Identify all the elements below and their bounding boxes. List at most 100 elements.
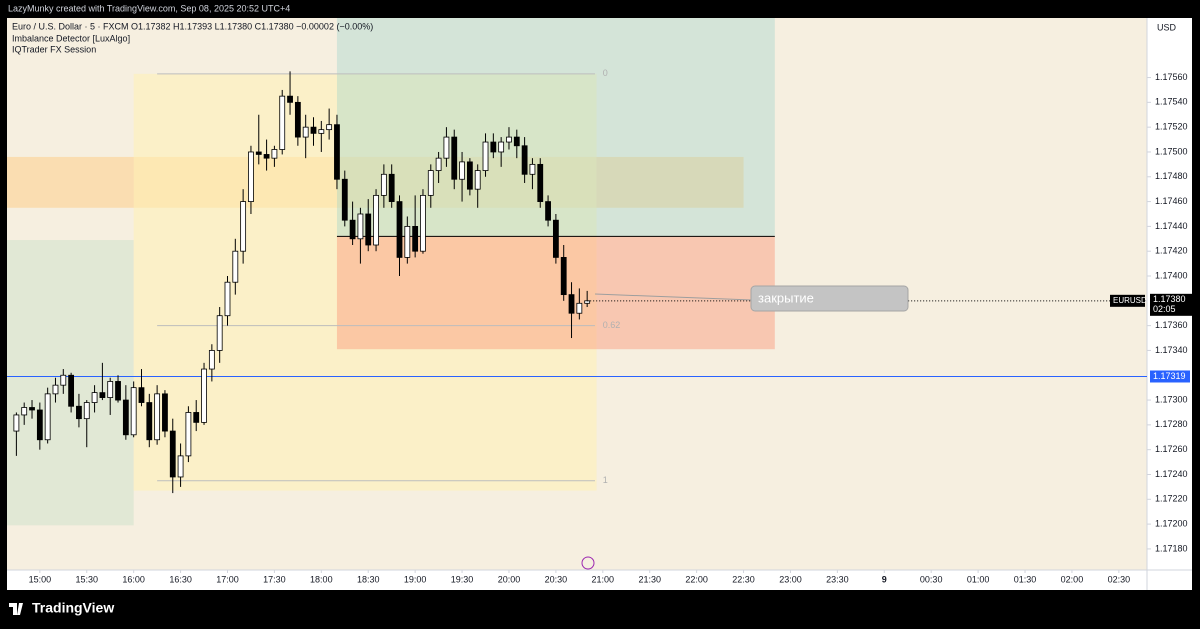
x-tick-label: 23:30 [826, 574, 849, 584]
candle-body [138, 387, 145, 403]
candle-body [388, 173, 395, 202]
x-tick-label: 9 [882, 574, 887, 584]
candle-body [44, 393, 51, 441]
last-price-bg [1150, 293, 1192, 316]
symbol-label-bg [1110, 294, 1145, 307]
candle-body [310, 126, 317, 134]
candle-body [373, 194, 379, 246]
x-tick-label: 16:00 [122, 574, 145, 584]
last-price-label: 1.17380 [1153, 294, 1186, 304]
candle-body [52, 384, 59, 395]
candle-body [537, 163, 544, 202]
x-tick-label: 23:00 [779, 574, 802, 584]
zone [336, 18, 775, 237]
y-tick-label: 1.17420 [1155, 246, 1188, 256]
candle-body [560, 257, 567, 296]
candle-body [552, 219, 559, 258]
candle-body [60, 374, 67, 386]
candle-body [435, 157, 442, 171]
candle-body [466, 161, 473, 190]
candle-body [107, 381, 114, 398]
candle-body [76, 405, 82, 420]
y-tick-label: 1.17520 [1155, 122, 1188, 132]
x-tick-label: 21:00 [592, 574, 615, 584]
candle-body [271, 149, 278, 159]
candle-body [498, 141, 505, 153]
candle-body [459, 161, 465, 180]
x-tick-label: 02:30 [1108, 574, 1131, 584]
candle-body [162, 393, 168, 432]
candle-body [341, 178, 348, 221]
fib-label: 0.62 [603, 320, 621, 330]
candle-body [334, 124, 340, 180]
chart-title: Euro / U.S. Dollar · 5 · FXCM O1.17382 H… [12, 21, 373, 31]
candle-body [185, 412, 192, 457]
candle-body [201, 368, 207, 423]
candle-body [451, 136, 458, 180]
x-tick-label: 01:00 [967, 574, 990, 584]
candle-body [279, 95, 286, 150]
candle-body [380, 173, 387, 196]
brand: TradingView [32, 600, 114, 616]
indicator-name: Imbalance Detector [LuxAlgo] [12, 33, 130, 43]
candle-body [122, 399, 129, 436]
y-tick-label: 1.17400 [1155, 270, 1188, 280]
candle-body [506, 136, 512, 143]
currency: USD [1157, 22, 1177, 32]
candle-body [68, 374, 75, 407]
callout [750, 285, 909, 312]
candle-body [326, 124, 333, 131]
candle-body [216, 315, 223, 351]
candle-body [224, 281, 231, 317]
event-icon[interactable] [581, 556, 595, 570]
candle-body [490, 141, 497, 153]
time-axis [7, 570, 1192, 590]
x-tick-label: 19:00 [404, 574, 427, 584]
y-tick-label: 1.17340 [1155, 345, 1188, 355]
y-tick-label: 1.17360 [1155, 320, 1188, 330]
candle-body [529, 163, 536, 175]
candle-body [154, 393, 161, 441]
candle-body [208, 350, 215, 370]
candle-body [99, 392, 106, 398]
alert-label: 1.17319 [1153, 371, 1186, 381]
x-tick-label: 01:30 [1014, 574, 1037, 584]
candle-body [287, 95, 293, 103]
callout-text: закрытие [758, 290, 814, 305]
candle-body [193, 412, 200, 423]
y-tick-label: 1.17300 [1155, 394, 1188, 404]
y-tick-label: 1.17200 [1155, 518, 1188, 528]
y-tick-label: 1.17280 [1155, 419, 1188, 429]
candle-body [474, 170, 481, 190]
candle-body [412, 225, 419, 252]
candle-body [255, 151, 262, 155]
x-tick-label: 15:00 [29, 574, 52, 584]
candle-body [36, 409, 43, 441]
candle-body [576, 302, 583, 314]
countdown: 02:05 [1153, 304, 1176, 314]
candle-body [396, 201, 403, 258]
x-tick-label: 17:30 [263, 574, 286, 584]
y-tick-label: 1.17440 [1155, 221, 1188, 231]
site-header: LazyMunky created with TradingView.com, … [8, 3, 290, 13]
y-tick-label: 1.17480 [1155, 171, 1188, 181]
candle-body [420, 194, 426, 252]
y-tick-label: 1.17540 [1155, 97, 1188, 107]
x-tick-label: 20:30 [545, 574, 568, 584]
candle-body [568, 294, 575, 314]
x-tick-label: 15:30 [75, 574, 98, 584]
x-tick-label: 18:30 [357, 574, 380, 584]
candle-body [482, 141, 489, 171]
alert-label-bg [1150, 370, 1190, 383]
x-tick-label: 02:00 [1061, 574, 1084, 584]
fib-label: 0 [603, 68, 608, 78]
candle-body [545, 201, 551, 221]
fib-label: 1 [603, 475, 608, 485]
candle-body [427, 170, 434, 196]
candle-body [232, 250, 239, 283]
x-tick-label: 16:30 [169, 574, 192, 584]
candle-body [349, 219, 356, 240]
candle-body [248, 151, 254, 202]
candle-body [521, 145, 528, 175]
x-tick-label: 19:30 [451, 574, 474, 584]
